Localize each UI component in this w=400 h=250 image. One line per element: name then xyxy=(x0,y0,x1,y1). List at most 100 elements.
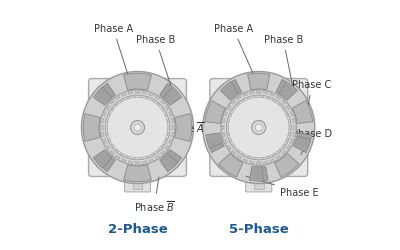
Polygon shape xyxy=(236,156,241,160)
Polygon shape xyxy=(223,111,227,116)
Wedge shape xyxy=(97,84,115,102)
Polygon shape xyxy=(290,139,294,144)
Circle shape xyxy=(170,160,176,166)
Circle shape xyxy=(292,89,297,95)
Circle shape xyxy=(217,157,230,169)
Polygon shape xyxy=(120,98,124,102)
Wedge shape xyxy=(206,133,222,148)
Polygon shape xyxy=(142,90,147,94)
Text: Phase A: Phase A xyxy=(94,24,133,74)
Polygon shape xyxy=(226,126,229,129)
Circle shape xyxy=(288,86,300,98)
Polygon shape xyxy=(264,161,268,165)
Polygon shape xyxy=(289,126,291,129)
Text: 2-Phase: 2-Phase xyxy=(108,223,167,236)
Polygon shape xyxy=(155,95,160,100)
Circle shape xyxy=(170,89,176,95)
Polygon shape xyxy=(236,149,240,153)
Wedge shape xyxy=(163,150,182,168)
Polygon shape xyxy=(161,107,165,111)
Polygon shape xyxy=(166,145,170,150)
Polygon shape xyxy=(266,156,270,159)
Polygon shape xyxy=(222,132,225,137)
Polygon shape xyxy=(276,95,282,100)
Polygon shape xyxy=(120,153,124,156)
Polygon shape xyxy=(247,96,251,99)
Polygon shape xyxy=(149,92,154,96)
Polygon shape xyxy=(168,126,170,129)
Wedge shape xyxy=(254,166,268,181)
Circle shape xyxy=(288,157,300,169)
Polygon shape xyxy=(260,95,264,98)
Polygon shape xyxy=(227,119,230,123)
Wedge shape xyxy=(97,153,115,172)
Polygon shape xyxy=(172,125,175,130)
Circle shape xyxy=(103,93,172,162)
Circle shape xyxy=(225,93,293,162)
Polygon shape xyxy=(139,95,143,98)
Wedge shape xyxy=(248,73,270,90)
Polygon shape xyxy=(282,99,287,104)
Wedge shape xyxy=(207,136,224,152)
Polygon shape xyxy=(132,95,136,98)
Polygon shape xyxy=(241,153,245,156)
Polygon shape xyxy=(100,132,104,137)
Circle shape xyxy=(107,97,168,158)
Polygon shape xyxy=(256,162,261,165)
Polygon shape xyxy=(161,144,165,148)
Polygon shape xyxy=(156,149,160,153)
Polygon shape xyxy=(241,98,245,102)
Polygon shape xyxy=(282,144,286,148)
Polygon shape xyxy=(110,107,114,111)
Polygon shape xyxy=(109,99,114,104)
Polygon shape xyxy=(231,151,236,156)
Polygon shape xyxy=(105,126,107,129)
Polygon shape xyxy=(114,149,119,153)
Polygon shape xyxy=(149,159,154,163)
Circle shape xyxy=(220,89,226,95)
Circle shape xyxy=(252,120,266,134)
Polygon shape xyxy=(126,156,130,159)
Polygon shape xyxy=(221,125,224,130)
Wedge shape xyxy=(160,153,178,172)
Wedge shape xyxy=(160,84,178,102)
Wedge shape xyxy=(205,100,225,124)
Polygon shape xyxy=(286,113,289,117)
Polygon shape xyxy=(102,111,106,116)
Polygon shape xyxy=(288,132,291,136)
Polygon shape xyxy=(114,102,119,106)
Circle shape xyxy=(292,160,297,166)
Wedge shape xyxy=(94,87,112,105)
Polygon shape xyxy=(272,98,276,102)
Polygon shape xyxy=(232,144,235,148)
Polygon shape xyxy=(100,118,104,123)
Polygon shape xyxy=(128,161,133,165)
Circle shape xyxy=(255,124,262,131)
Polygon shape xyxy=(166,105,170,110)
Polygon shape xyxy=(132,157,136,160)
Circle shape xyxy=(99,160,105,166)
Polygon shape xyxy=(282,107,286,111)
Wedge shape xyxy=(83,114,100,141)
Wedge shape xyxy=(163,87,182,105)
Polygon shape xyxy=(227,132,230,136)
Polygon shape xyxy=(293,132,296,137)
Circle shape xyxy=(167,157,179,169)
Text: 5-Phase: 5-Phase xyxy=(229,223,289,236)
Circle shape xyxy=(105,95,170,160)
FancyBboxPatch shape xyxy=(88,78,186,176)
Polygon shape xyxy=(145,96,149,99)
FancyBboxPatch shape xyxy=(124,172,150,192)
Wedge shape xyxy=(175,114,192,141)
Polygon shape xyxy=(226,145,231,150)
Polygon shape xyxy=(290,111,294,116)
Circle shape xyxy=(221,90,296,165)
Polygon shape xyxy=(126,96,130,99)
Polygon shape xyxy=(164,138,168,142)
Polygon shape xyxy=(102,139,106,144)
Circle shape xyxy=(82,72,194,184)
Polygon shape xyxy=(270,92,275,96)
Wedge shape xyxy=(295,133,312,148)
Polygon shape xyxy=(105,145,110,150)
Wedge shape xyxy=(292,100,313,124)
